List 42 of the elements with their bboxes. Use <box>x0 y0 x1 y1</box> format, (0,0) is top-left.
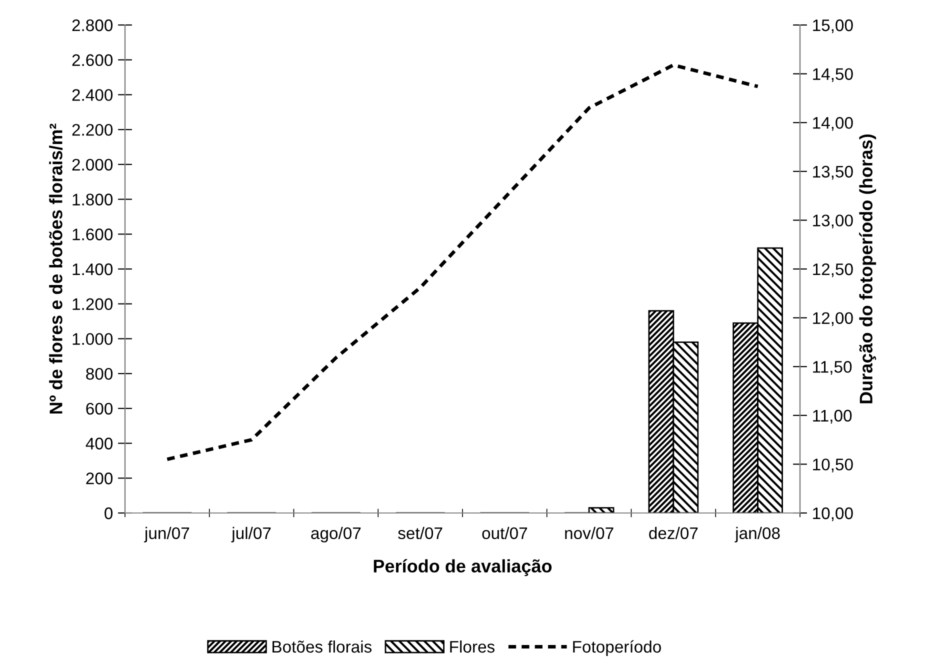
y-tick-label: 600 <box>86 402 113 415</box>
y2-tick-label: 14,00 <box>813 117 853 131</box>
y-tick-label: 2.200 <box>72 124 113 136</box>
y-tick-label: 1.400 <box>72 263 113 276</box>
line-series <box>165 63 760 462</box>
x-tick-label: jun/07 <box>144 526 190 542</box>
y2-tick-label: 13,00 <box>813 214 853 228</box>
y2-tick-label: 12,50 <box>813 263 853 278</box>
y-tick-label: 1.600 <box>72 228 113 240</box>
y2-tick-label: 11,50 <box>813 361 852 375</box>
y2-tick-label: 15,00 <box>813 19 853 34</box>
x-tick-label: jul/07 <box>231 526 271 542</box>
x-tick-label: out/07 <box>482 526 528 540</box>
y2-tick-label: 12,00 <box>813 312 853 326</box>
y-tick-label: 2.400 <box>72 89 113 101</box>
x-tick-label: ago/07 <box>311 526 361 542</box>
y-tick-label: 2.000 <box>72 158 113 171</box>
x-axis-title: Período de avaliação <box>374 559 552 576</box>
y-tick-label: 1.200 <box>72 298 113 310</box>
y-axis-title: Nº de flores e de botões florais/m² <box>49 124 63 414</box>
y-tick-label: 1.800 <box>72 194 113 206</box>
y-tick-label: 1.000 <box>72 333 113 345</box>
y-tick-label: 200 <box>86 472 113 484</box>
bar <box>588 507 614 513</box>
x-tick-label: nov/07 <box>565 526 614 540</box>
x-tick-label: jan/08 <box>734 526 780 542</box>
y2-axis-title: Duração do fotoperíodo (horas) <box>859 134 876 404</box>
y2-tick-label: 11,00 <box>813 410 852 424</box>
x-tick-label: dez/07 <box>649 526 698 540</box>
y2-tick-label: 10,00 <box>813 507 853 522</box>
x-tick-label: set/07 <box>398 526 442 540</box>
y-tick-label: 0 <box>104 507 113 520</box>
legend-label: Flores <box>450 640 495 653</box>
y2-tick-label: 10,50 <box>813 458 853 472</box>
y2-tick-label: 13,50 <box>813 166 853 180</box>
legend-label: Botões florais <box>272 640 372 653</box>
y2-tick-label: 14,50 <box>813 68 853 82</box>
y-tick-label: 2.600 <box>72 54 113 66</box>
y-tick-label: 2.800 <box>72 19 113 32</box>
y-tick-label: 800 <box>86 368 113 380</box>
legend-label: Fotoperíodo <box>573 640 661 656</box>
y-tick-label: 400 <box>86 438 113 450</box>
